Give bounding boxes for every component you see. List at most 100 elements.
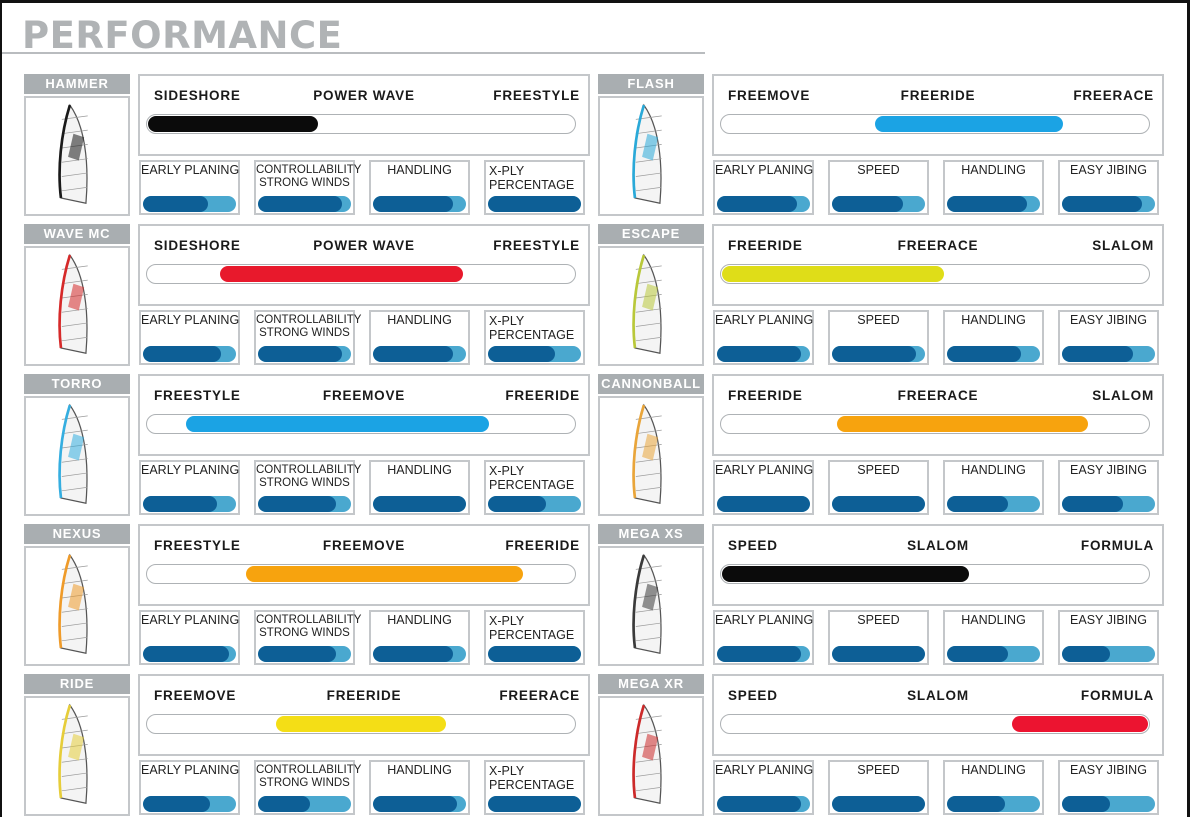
rating-bar	[947, 796, 1040, 812]
rating-box: SPEED	[828, 610, 929, 665]
rating-bar	[717, 346, 810, 362]
discipline-label: SLALOM	[907, 688, 969, 703]
rating-bar	[488, 646, 581, 662]
discipline-range-fill	[1011, 716, 1148, 732]
rating-bar	[258, 346, 351, 362]
rating-label: HANDLING	[387, 163, 452, 177]
rating-box: HANDLING	[369, 760, 470, 815]
rating-label: CONTROLLABILITY STRONG WINDS	[256, 164, 362, 189]
sail-illustration	[632, 403, 662, 505]
sail-image	[24, 396, 130, 516]
rating-bar	[258, 796, 351, 812]
rating-bar	[947, 646, 1040, 662]
rating-bar-fill	[947, 496, 1008, 512]
rating-box: EASY JIBING	[1058, 460, 1159, 515]
rating-box: X-PLY PERCENTAGE	[484, 160, 585, 215]
rating-box: EARLY PLANING	[139, 310, 240, 365]
rating-box: X-PLY PERCENTAGE	[484, 310, 585, 365]
rating-label: HANDLING	[961, 463, 1026, 477]
rating-label: CONTROLLABILITY STRONG WINDS	[256, 764, 362, 789]
rating-label: EARLY PLANING	[141, 463, 240, 477]
rating-bar	[832, 346, 925, 362]
discipline-range-track	[146, 414, 576, 434]
sail-illustration	[58, 403, 88, 505]
discipline-label: FREEMOVE	[154, 688, 237, 703]
discipline-range-track	[720, 114, 1150, 134]
sail-name-tab: FLASH	[598, 74, 704, 94]
discipline-range-fill	[722, 566, 970, 582]
rating-bar-fill	[717, 196, 797, 212]
rating-label: HANDLING	[961, 613, 1026, 627]
discipline-label: FREEMOVE	[728, 88, 811, 103]
discipline-label: FREERIDE	[728, 388, 803, 403]
discipline-label: FREERACE	[897, 238, 979, 253]
rating-label: EARLY PLANING	[141, 163, 240, 177]
rating-box: X-PLY PERCENTAGE	[484, 760, 585, 815]
discipline-range-fill	[186, 416, 489, 432]
discipline-label: SIDESHORE	[154, 238, 241, 253]
discipline-label: SLALOM	[907, 538, 969, 553]
rating-bar-fill	[832, 646, 925, 662]
discipline-range-box: FREERIDE FREERACE SLALOM	[712, 374, 1164, 456]
sail-name-tab: MEGA XR	[598, 674, 704, 694]
rating-label: SPEED	[857, 613, 900, 627]
sail-name-tab: RIDE	[24, 674, 130, 694]
sail-image	[598, 396, 704, 516]
rating-box: CONTROLLABILITY STRONG WINDS	[254, 310, 361, 365]
rating-bar-fill	[947, 196, 1027, 212]
rating-bar-fill	[373, 496, 466, 512]
rating-label: EARLY PLANING	[715, 163, 814, 177]
discipline-label: FREERACE	[897, 388, 979, 403]
rating-bar-fill	[1062, 496, 1123, 512]
rating-bar	[373, 346, 466, 362]
rating-bar-fill	[258, 496, 336, 512]
rating-bar	[1062, 346, 1155, 362]
rating-bar-fill	[1062, 646, 1110, 662]
rating-bar-fill	[488, 646, 581, 662]
rating-bar	[258, 646, 351, 662]
discipline-range-box: FREESTYLE FREEMOVE FREERIDE	[138, 374, 590, 456]
rating-label: HANDLING	[961, 313, 1026, 327]
discipline-range-track	[720, 414, 1150, 434]
sail-image	[24, 246, 130, 366]
sail-name-tab: MEGA XS	[598, 524, 704, 544]
rating-label: EASY JIBING	[1070, 463, 1147, 477]
rating-label: EARLY PLANING	[715, 763, 814, 777]
discipline-label: FREERACE	[1073, 88, 1154, 103]
discipline-label: SIDESHORE	[154, 88, 241, 103]
discipline-range-track	[146, 564, 576, 584]
rating-label: EARLY PLANING	[715, 463, 814, 477]
rating-bar-fill	[258, 796, 310, 812]
discipline-label: SPEED	[728, 688, 778, 703]
rating-box: X-PLY PERCENTAGE	[484, 460, 585, 515]
rating-box: EASY JIBING	[1058, 310, 1159, 365]
rating-bar-fill	[717, 346, 801, 362]
sail-name-tab: NEXUS	[24, 524, 130, 544]
rating-label: SPEED	[857, 463, 900, 477]
rating-bar	[832, 796, 925, 812]
sail-illustration	[58, 253, 88, 355]
rating-bar	[947, 196, 1040, 212]
rating-bar	[1062, 496, 1155, 512]
rating-box: EARLY PLANING	[139, 160, 240, 215]
rating-label: X-PLY PERCENTAGE	[489, 464, 575, 492]
rating-label: SPEED	[857, 163, 900, 177]
rating-label: HANDLING	[387, 763, 452, 777]
rating-bar	[143, 496, 236, 512]
discipline-range-track	[146, 114, 576, 134]
discipline-label: SPEED	[728, 538, 778, 553]
rating-box: SPEED	[828, 160, 929, 215]
rating-box: EARLY PLANING	[139, 460, 240, 515]
rating-bar-fill	[832, 796, 925, 812]
rating-label: SPEED	[857, 763, 900, 777]
rating-label: EARLY PLANING	[141, 763, 240, 777]
rating-bar	[488, 196, 581, 212]
rating-bar-fill	[373, 646, 453, 662]
rating-box: HANDLING	[943, 310, 1044, 365]
rating-box: SPEED	[828, 760, 929, 815]
discipline-range-fill	[148, 116, 319, 132]
rating-bar-fill	[832, 496, 925, 512]
rating-label: X-PLY PERCENTAGE	[489, 314, 575, 342]
discipline-range-box: FREESTYLE FREEMOVE FREERIDE	[138, 524, 590, 606]
